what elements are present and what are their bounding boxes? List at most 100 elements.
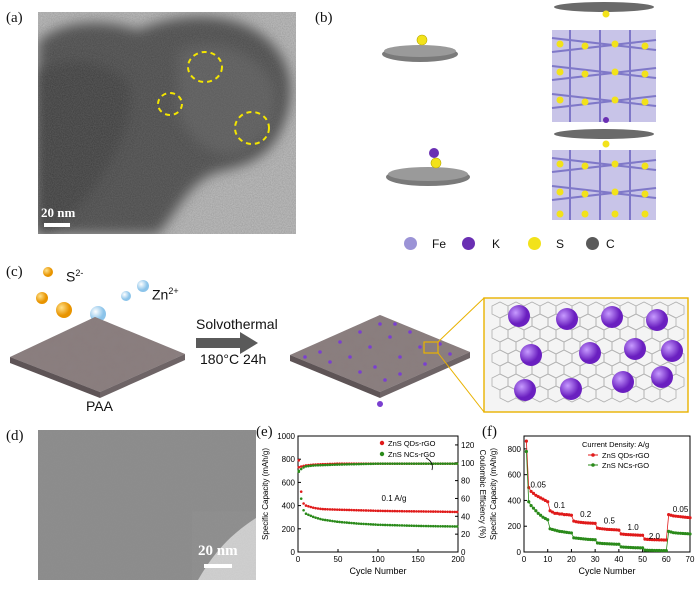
- data-point: [619, 545, 623, 549]
- capacity-point: [338, 520, 341, 524]
- data-point: [626, 545, 630, 549]
- data-point: [607, 527, 611, 532]
- efficiency-point: [316, 463, 320, 467]
- capacity-point: [335, 520, 339, 524]
- data-point: [622, 545, 626, 549]
- data-point: [588, 537, 592, 542]
- plot-frame: [523, 435, 691, 553]
- capacity-point: [326, 507, 329, 511]
- efficiency-point: [302, 466, 305, 469]
- panel-label-a: (a): [6, 10, 23, 26]
- legend-title: Current Density: A/g: [582, 440, 649, 449]
- legend-marker: [379, 440, 385, 446]
- y2-tick-label: 20: [461, 530, 470, 539]
- data-point: [674, 514, 678, 518]
- capacity-point: [376, 509, 380, 513]
- capacity-point: [415, 524, 418, 528]
- efficiency-point: [412, 462, 416, 465]
- data-point: [640, 546, 645, 550]
- zinc-ion-label: Zn2+: [152, 286, 179, 303]
- data-point: [584, 521, 588, 525]
- y-tick-label: 800: [508, 445, 522, 454]
- capacity-point: [304, 504, 308, 507]
- capacity-point: [343, 508, 346, 512]
- x-tick-label: 50: [334, 555, 343, 564]
- capacity-point: [371, 523, 375, 526]
- capacity-point: [386, 523, 389, 527]
- data-point: [541, 497, 545, 501]
- capacity-point: [417, 524, 421, 528]
- x-tick-label: 0: [296, 555, 301, 564]
- data-point: [676, 514, 680, 519]
- data-point: [569, 531, 574, 535]
- capacity-point: [451, 510, 454, 514]
- y-tick-label: 600: [282, 478, 296, 487]
- process-arrow: [196, 338, 240, 348]
- x-tick-label: 40: [614, 555, 623, 564]
- graphene-s-model: [382, 34, 458, 62]
- synthesis-scheme: [10, 267, 689, 413]
- x-tick-label: 0: [522, 555, 527, 564]
- capacity-point: [439, 510, 442, 513]
- efficiency-point: [357, 462, 361, 466]
- capacity-point: [347, 508, 351, 512]
- data-point: [662, 538, 666, 542]
- capacity-point: [429, 524, 433, 528]
- capacity-point: [357, 508, 361, 512]
- data-point: [565, 513, 569, 517]
- x-axis-label: Cycle Number: [578, 566, 635, 576]
- sulfide-ion: [36, 292, 48, 304]
- data-point: [557, 512, 562, 516]
- y-tick-label: 800: [282, 455, 296, 464]
- legend-c-label: C: [606, 237, 615, 251]
- capacity-point: [343, 521, 346, 524]
- data-point: [624, 545, 628, 549]
- zns-quantum-dots: [508, 305, 683, 401]
- data-point: [550, 510, 555, 514]
- capacity-point: [403, 524, 406, 527]
- capacity-point: [407, 524, 411, 527]
- capacity-point: [364, 509, 368, 512]
- capacity-point: [374, 509, 377, 513]
- y2-axis-label: Coulombic Efficiency (%): [478, 450, 487, 539]
- substrate-label: PAA: [86, 398, 113, 414]
- capacity-point: [352, 508, 356, 512]
- capacity-point: [410, 510, 413, 513]
- panel-label-d: (d): [6, 428, 24, 444]
- legend-marker: [591, 463, 595, 467]
- y2-tick-label: 80: [461, 477, 470, 486]
- capacity-point: [350, 508, 353, 512]
- efficiency-point: [304, 465, 308, 468]
- data-point: [631, 533, 635, 537]
- y-tick-label: 0: [517, 548, 522, 557]
- efficiency-point: [297, 470, 301, 473]
- data-point: [579, 536, 583, 541]
- efficiency-point: [299, 467, 303, 471]
- x-tick-label: 50: [638, 555, 647, 564]
- capacity-point: [398, 524, 401, 527]
- data-point: [686, 532, 690, 536]
- tem-image-a-drawing: [38, 12, 296, 234]
- data-point: [600, 541, 604, 546]
- data-point: [569, 513, 574, 517]
- capacity-point: [369, 509, 373, 512]
- capacity-point: [352, 521, 356, 525]
- data-point: [600, 527, 604, 531]
- efficiency-point: [350, 462, 353, 466]
- capacity-point: [395, 523, 399, 527]
- efficiency-point: [297, 465, 301, 469]
- data-point: [562, 530, 566, 534]
- efficiency-point: [381, 462, 385, 465]
- efficiency-point: [410, 462, 413, 465]
- zoom-line: [437, 352, 485, 413]
- efficiency-point: [331, 463, 334, 467]
- capacity-point: [455, 525, 459, 528]
- data-point: [688, 532, 692, 536]
- data-point: [574, 536, 578, 540]
- capacity-point: [386, 509, 389, 513]
- efficiency-point: [403, 462, 406, 465]
- capacity-point: [441, 525, 445, 528]
- data-point: [534, 509, 538, 513]
- x-tick-label: 200: [451, 555, 465, 564]
- data-point: [593, 521, 597, 525]
